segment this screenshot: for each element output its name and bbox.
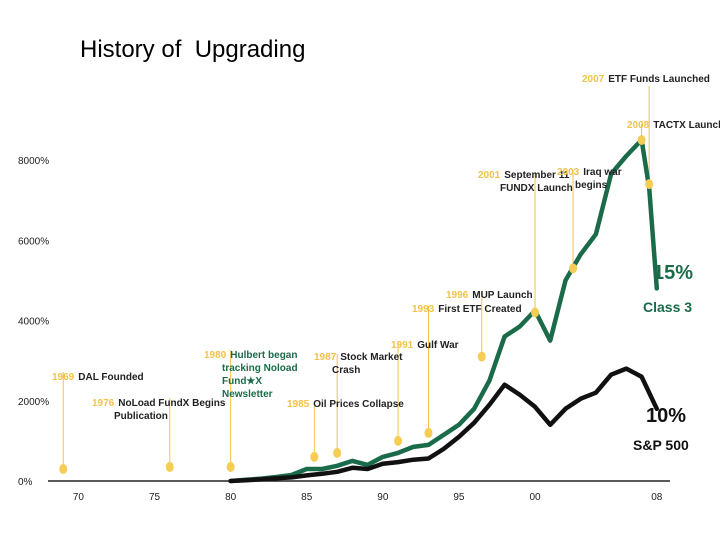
annotation-marker bbox=[637, 134, 646, 145]
annotation-text: NoLoad FundX Begins bbox=[118, 398, 226, 409]
annotation-text: TACTX Launch bbox=[653, 120, 720, 131]
annotation-year: 2003 bbox=[557, 167, 580, 178]
series-end-labels: 15% Class 3 10% S&P 500 bbox=[633, 262, 693, 453]
x-tick-label: 75 bbox=[149, 492, 161, 503]
annotation-marker bbox=[59, 463, 68, 474]
annotation-year: 1985 bbox=[287, 399, 310, 410]
annotation-label-1987: 1987 Stock Market bbox=[314, 352, 403, 363]
x-tick-label: 80 bbox=[225, 492, 237, 503]
chart-series bbox=[228, 137, 660, 484]
annotation-text-line: Crash bbox=[332, 365, 360, 376]
annotation-label-1985: 1985 Oil Prices Collapse bbox=[287, 399, 404, 410]
annotation-text: Gulf War bbox=[417, 340, 458, 351]
annotation-year: 2008 bbox=[627, 120, 650, 131]
annotation-label-1996: 1996 MUP Launch bbox=[446, 290, 533, 301]
slide-title: History of Upgrading bbox=[80, 36, 306, 63]
x-tick-label: 70 bbox=[73, 492, 85, 503]
y-tick-label: 2000% bbox=[18, 397, 49, 408]
annotation-label-1969: 1969 DAL Founded bbox=[52, 372, 144, 383]
y-tick-label: 8000% bbox=[18, 156, 49, 167]
sp500-end-pct: 10% bbox=[646, 405, 686, 427]
annotation-year: 1987 bbox=[314, 352, 337, 363]
annotation-label-2008: 2008 TACTX Launch bbox=[627, 120, 720, 131]
annotation-marker bbox=[333, 447, 342, 458]
annotation-marker bbox=[394, 435, 403, 446]
annotation-year: 2007 bbox=[582, 74, 605, 85]
annotation-label-2003: 2003 Iraq war bbox=[557, 167, 622, 178]
annotation-text: Oil Prices Collapse bbox=[313, 399, 404, 410]
annotation-marker bbox=[569, 263, 578, 274]
annotation-text: ETF Funds Launched bbox=[608, 74, 710, 85]
y-tick-label: 6000% bbox=[18, 236, 49, 247]
annotation-label-1976: 1976 NoLoad FundX Begins bbox=[92, 398, 226, 409]
class3-end-name: Class 3 bbox=[643, 299, 692, 315]
annotation-text-line: tracking Noload bbox=[222, 363, 298, 374]
y-tick-label: 0% bbox=[18, 477, 33, 488]
annotation-text: DAL Founded bbox=[78, 372, 143, 383]
annotation-text: September 11 bbox=[504, 170, 569, 181]
series-line-class-3 bbox=[228, 137, 660, 484]
y-tick-label: 4000% bbox=[18, 317, 49, 328]
annotation-marker bbox=[531, 307, 540, 318]
annotation-text-line: Newsletter bbox=[222, 389, 273, 400]
annotation-label-1993: 1993 First ETF Created bbox=[412, 304, 522, 315]
annotation-marker bbox=[165, 461, 174, 472]
annotation-year: 1976 bbox=[92, 398, 115, 409]
annotation-year: 1991 bbox=[391, 340, 414, 351]
x-tick-label: 95 bbox=[453, 492, 465, 503]
annotation-marker bbox=[226, 461, 235, 472]
annotation-leaders bbox=[62, 86, 650, 469]
annotation-year: 1993 bbox=[412, 304, 435, 315]
series-line-sp500 bbox=[228, 366, 660, 484]
annotation-marker bbox=[477, 351, 486, 362]
annotation-marker bbox=[310, 451, 319, 462]
chart-axes: 0% 2000% 4000% 6000% 8000% 70 75 80 85 90 95 00 08 bbox=[18, 156, 670, 503]
annotation-labels: 1969 DAL Founded 1976 NoLoad FundX Begins Pu… bbox=[52, 74, 720, 422]
x-tick-label: 08 bbox=[651, 492, 663, 503]
annotation-text-line: FUNDX Launch bbox=[500, 183, 573, 194]
annotation-text: Iraq war bbox=[583, 167, 621, 178]
sp500-end-name: S&P 500 bbox=[633, 437, 689, 453]
annotation-year: 1980 bbox=[204, 350, 227, 361]
x-tick-label: 00 bbox=[529, 492, 541, 503]
annotation-text-line: Publication bbox=[114, 411, 168, 422]
annotation-text: Hulbert began bbox=[230, 350, 297, 361]
annotation-marker bbox=[645, 179, 654, 190]
annotation-label-1991: 1991 Gulf War bbox=[391, 340, 459, 351]
annotation-year: 1996 bbox=[446, 290, 469, 301]
annotation-text: Stock Market bbox=[340, 352, 403, 363]
annotation-label-2007: 2007 ETF Funds Launched bbox=[582, 74, 710, 85]
class3-end-pct: 15% bbox=[653, 262, 693, 284]
x-tick-label: 90 bbox=[377, 492, 389, 503]
annotation-year: 1969 bbox=[52, 372, 75, 383]
annotation-text-line: begins bbox=[575, 180, 608, 191]
x-tick-label: 85 bbox=[301, 492, 313, 503]
annotation-text: First ETF Created bbox=[438, 304, 521, 315]
annotation-label-1980: 1980 Hulbert began bbox=[204, 350, 297, 361]
annotation-marker bbox=[424, 427, 433, 438]
annotation-label-2001: 2001 September 11 bbox=[478, 170, 570, 181]
annotation-markers bbox=[59, 134, 654, 474]
annotation-text-line: Fund★X bbox=[222, 376, 262, 387]
annotation-year: 2001 bbox=[478, 170, 501, 181]
annotation-text: MUP Launch bbox=[472, 290, 532, 301]
